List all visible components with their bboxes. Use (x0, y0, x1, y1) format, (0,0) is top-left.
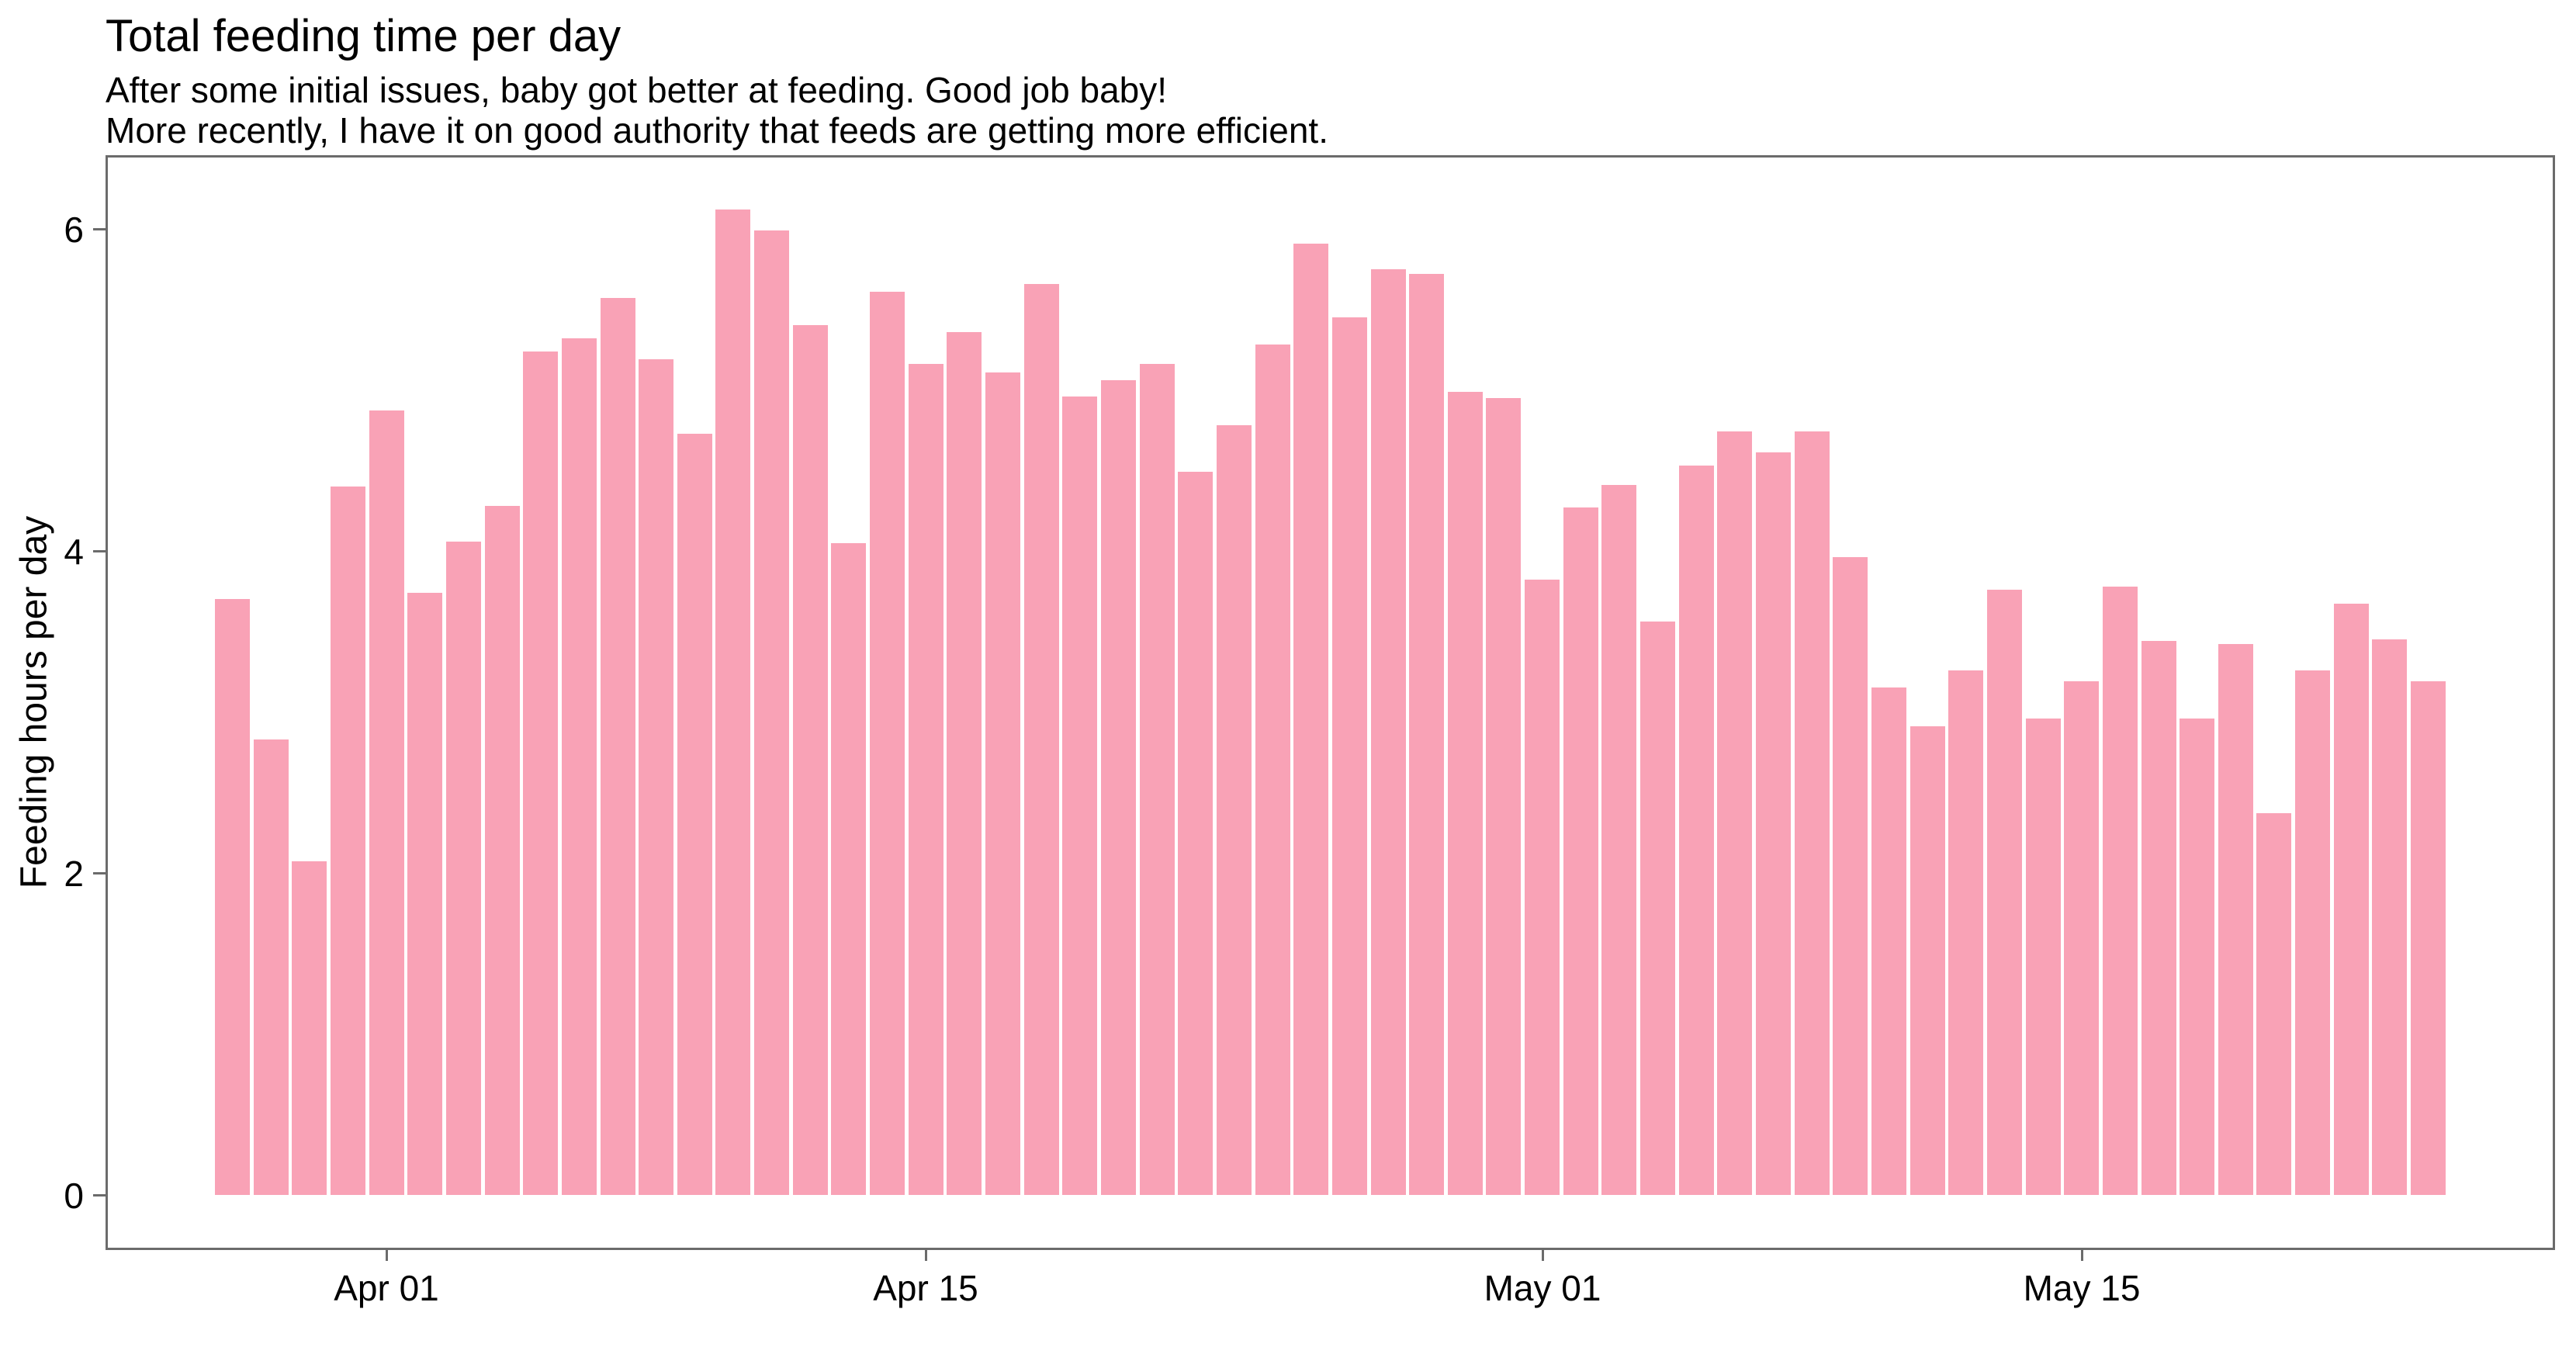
bar-apr-05 (523, 352, 558, 1195)
bar-may-02 (1563, 507, 1598, 1195)
x-tick-label-apr-01: Apr 01 (334, 1268, 439, 1308)
bar-may-10 (1871, 687, 1906, 1195)
bar-apr-14 (870, 292, 905, 1195)
bar-may-20 (2256, 813, 2291, 1195)
x-tick-mark-may-15 (2081, 1250, 2083, 1261)
y-tick-mark-2 (93, 872, 106, 874)
bar-apr-01 (369, 410, 404, 1195)
y-tick-label-2: 2 (64, 854, 84, 894)
x-tick-label-may-01: May 01 (1484, 1268, 1601, 1308)
bar-may-05 (1679, 466, 1714, 1195)
bar-may-03 (1601, 485, 1636, 1195)
bar-apr-18 (1024, 284, 1059, 1195)
chart-title: Total feeding time per day (106, 11, 621, 61)
y-tick-mark-6 (93, 228, 106, 230)
bar-apr-21 (1140, 364, 1175, 1195)
bar-apr-13 (831, 543, 866, 1195)
x-tick-label-apr-15: Apr 15 (873, 1268, 978, 1308)
bar-apr-17 (985, 372, 1020, 1195)
bar-apr-03 (446, 542, 481, 1195)
bar-may-16 (2103, 587, 2138, 1195)
bar-may-23 (2372, 639, 2407, 1195)
x-tick-mark-apr-15 (925, 1250, 927, 1261)
bar-apr-11 (754, 230, 789, 1195)
bar-apr-26 (1332, 317, 1367, 1195)
bar-apr-09 (677, 434, 712, 1195)
bar-mar-30 (292, 861, 327, 1195)
bar-may-01 (1525, 580, 1560, 1195)
x-tick-mark-apr-01 (386, 1250, 388, 1261)
bar-apr-30 (1486, 398, 1521, 1195)
chart-subtitle-line-2: More recently, I have it on good authori… (106, 110, 1328, 151)
bar-may-12 (1948, 670, 1983, 1195)
bar-apr-24 (1255, 345, 1290, 1195)
bar-apr-16 (947, 332, 982, 1195)
bar-apr-12 (793, 325, 828, 1195)
bar-apr-25 (1293, 244, 1328, 1195)
x-tick-mark-may-01 (1542, 1250, 1544, 1261)
bar-apr-02 (407, 593, 442, 1195)
bar-apr-28 (1409, 274, 1444, 1195)
x-tick-label-may-15: May 15 (2023, 1268, 2141, 1308)
y-tick-mark-4 (93, 550, 106, 552)
y-tick-label-4: 4 (64, 532, 84, 572)
y-axis-title: Feeding hours per day (13, 515, 55, 889)
bar-may-24 (2411, 681, 2446, 1195)
y-tick-mark-0 (93, 1194, 106, 1197)
bar-may-21 (2295, 670, 2330, 1195)
bar-may-14 (2026, 719, 2061, 1195)
bar-apr-15 (909, 364, 943, 1195)
y-tick-label-0: 0 (64, 1176, 84, 1216)
chart-subtitle-line-1: After some initial issues, baby got bett… (106, 70, 1168, 110)
bar-apr-27 (1371, 269, 1406, 1195)
plot-panel (106, 155, 2555, 1250)
y-tick-label-6: 6 (64, 210, 84, 250)
bar-may-08 (1795, 431, 1830, 1195)
bar-apr-23 (1217, 425, 1252, 1195)
bar-apr-19 (1062, 397, 1097, 1195)
bar-may-07 (1756, 452, 1791, 1195)
bar-apr-22 (1178, 472, 1213, 1195)
bar-may-13 (1987, 590, 2022, 1195)
bar-may-15 (2064, 681, 2099, 1195)
bar-may-19 (2218, 644, 2253, 1195)
bar-may-22 (2334, 604, 2369, 1195)
bar-may-04 (1640, 622, 1675, 1195)
bar-mar-29 (254, 739, 289, 1195)
bar-may-09 (1833, 557, 1868, 1195)
bar-apr-08 (639, 359, 673, 1195)
bar-apr-04 (485, 506, 520, 1195)
bar-may-11 (1910, 726, 1945, 1195)
bar-mar-28 (215, 599, 250, 1195)
bar-may-06 (1717, 431, 1752, 1195)
bar-apr-10 (715, 210, 750, 1195)
bar-apr-07 (601, 298, 635, 1195)
bar-may-17 (2141, 641, 2176, 1195)
bar-mar-31 (331, 487, 365, 1195)
bar-may-18 (2180, 719, 2214, 1195)
bar-apr-20 (1101, 380, 1136, 1195)
bar-apr-29 (1448, 392, 1483, 1195)
bar-apr-06 (562, 338, 597, 1195)
